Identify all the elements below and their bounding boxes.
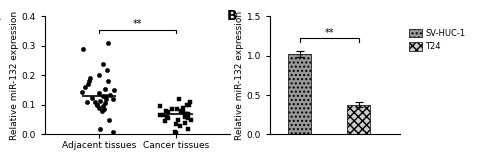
Point [162, 110, 170, 112]
Point [104, 42, 112, 44]
Point [184, 127, 192, 130]
Legend: SV-HUC-1, T24: SV-HUC-1, T24 [409, 29, 465, 51]
Point [178, 107, 186, 109]
Point [183, 104, 191, 106]
Text: **: ** [132, 19, 142, 29]
Point [184, 117, 192, 120]
Point [96, 107, 104, 109]
Point [180, 111, 188, 114]
Point [78, 48, 86, 50]
Point [168, 108, 176, 111]
Point [182, 113, 190, 115]
Point [164, 117, 172, 120]
Point [101, 102, 109, 105]
Point [180, 115, 188, 118]
Point [188, 118, 196, 121]
Point [81, 86, 89, 89]
Point [161, 120, 169, 123]
Point [84, 80, 92, 83]
Point [106, 93, 114, 96]
Text: B: B [227, 9, 237, 23]
Point [178, 110, 186, 112]
Point [182, 113, 190, 115]
Point [174, 118, 182, 121]
Point [92, 104, 100, 106]
Point [156, 114, 164, 117]
Point [78, 90, 86, 93]
Point [106, 118, 114, 121]
Point [102, 98, 110, 100]
Point [109, 130, 117, 133]
Point [98, 110, 106, 112]
Point [96, 92, 104, 94]
Point [99, 105, 107, 108]
Point [164, 111, 172, 114]
Point [86, 77, 94, 80]
Bar [347, 105, 370, 134]
Point [99, 95, 107, 97]
Point [83, 101, 91, 103]
Point [84, 83, 92, 86]
Point [159, 114, 167, 117]
Point [163, 115, 171, 118]
Point [100, 108, 108, 111]
Point [110, 89, 118, 92]
Point [95, 74, 103, 77]
Point [172, 108, 180, 111]
Point [170, 130, 178, 133]
Point [156, 105, 164, 108]
Point [104, 80, 112, 83]
Point [102, 95, 110, 97]
Y-axis label: Relative miR-132 expression: Relative miR-132 expression [10, 11, 19, 140]
Point [88, 96, 96, 99]
Point [172, 123, 180, 125]
Point [93, 104, 101, 106]
Point [186, 101, 194, 103]
Point [172, 132, 180, 134]
Point [96, 99, 104, 102]
Point [186, 104, 194, 106]
Y-axis label: Relative miR-132 expression: Relative miR-132 expression [235, 11, 244, 140]
Point [176, 124, 184, 127]
Point [96, 127, 104, 130]
Point [175, 98, 183, 100]
Text: **: ** [324, 28, 334, 38]
Bar [288, 54, 312, 134]
Point [101, 87, 109, 90]
Point [184, 113, 192, 115]
Point [109, 98, 117, 100]
Point [181, 121, 189, 124]
Point [90, 101, 98, 103]
Point [104, 68, 112, 71]
Point [100, 62, 108, 65]
